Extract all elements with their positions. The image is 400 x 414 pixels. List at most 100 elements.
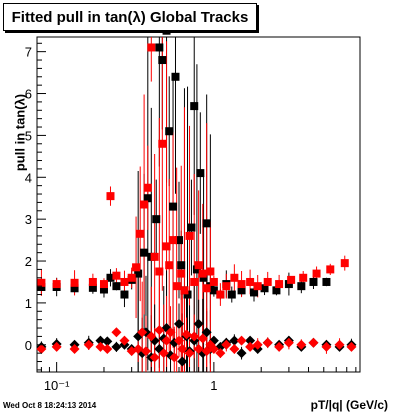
data-point-square (174, 236, 183, 245)
data-point-square (134, 269, 143, 278)
data-point-square (150, 252, 159, 261)
data-point-diamond (83, 339, 94, 350)
data-point-square (206, 267, 215, 276)
axes: 0 1 2 3 4 5 6 7 10⁻¹ 1 (25, 42, 357, 393)
data-point-square (194, 261, 203, 270)
data-point-diamond (236, 348, 247, 359)
data-point-diamond (119, 335, 130, 346)
y-tick-label: 4 (25, 170, 32, 185)
data-point-square (250, 288, 259, 297)
data-point-diamond (193, 343, 204, 354)
data-point-square (322, 277, 331, 286)
data-point-square (140, 248, 149, 257)
data-point-square (230, 273, 239, 282)
data-point-square (88, 277, 97, 286)
data-point-diamond (184, 348, 195, 359)
data-point-diamond (149, 352, 160, 363)
data-point-diamond (236, 335, 247, 346)
data-point-square (143, 194, 152, 203)
data-point-square (155, 43, 164, 52)
data-point-diamond (95, 335, 106, 346)
data-point-diamond (137, 327, 148, 338)
data-point-square (237, 286, 246, 295)
data-point-square (165, 127, 174, 136)
data-point-square (209, 277, 218, 286)
data-point-square (158, 139, 167, 148)
data-point-square (199, 273, 208, 282)
data-point-square (312, 269, 321, 278)
data-point-diamond (193, 318, 204, 329)
data-point-square (246, 277, 255, 286)
y-tick-label: 5 (25, 128, 32, 143)
data-point-diamond (181, 329, 192, 340)
data-point-square (152, 215, 161, 224)
data-point-diamond (177, 356, 188, 367)
chart-title: Fitted pull in tan(λ) Global Tracks (11, 9, 249, 26)
data-point-diamond (296, 339, 307, 350)
data-point-square (37, 278, 46, 287)
data-point-diamond (146, 331, 157, 342)
data-point-diamond (169, 352, 180, 363)
data-point-square (158, 56, 167, 65)
data-point-diamond (321, 341, 332, 352)
data-point-square (263, 277, 272, 286)
data-point-square (106, 192, 115, 201)
data-point-square (120, 290, 129, 299)
data-point-diamond (208, 343, 219, 354)
data-point-square (183, 290, 192, 299)
data-point-square (222, 282, 231, 291)
data-point-diamond (308, 337, 319, 348)
data-point-square (165, 261, 174, 270)
data-point-square (140, 200, 149, 209)
data-point-square (132, 263, 141, 272)
data-point-square (309, 277, 318, 286)
data-point-square (190, 102, 199, 111)
data-point-square (143, 183, 152, 192)
data-point-diamond (154, 325, 165, 336)
data-point-square (88, 283, 97, 292)
data-point-diamond (102, 343, 113, 354)
data-point-square (171, 72, 180, 81)
data-point-diamond (334, 339, 345, 350)
data-point-diamond (111, 327, 122, 338)
data-point-diamond (173, 335, 184, 346)
data-point-square (70, 278, 79, 287)
data-point-square (112, 282, 121, 291)
data-point-square (299, 273, 308, 282)
data-point-diamond (189, 331, 200, 342)
data-point-square (106, 273, 115, 282)
data-point-diamond (245, 341, 256, 352)
data-point-diamond (229, 343, 240, 354)
data-point-diamond (252, 339, 263, 350)
data-point-diamond (133, 343, 144, 354)
data-point-square (216, 290, 225, 299)
data-point-diamond (262, 337, 273, 348)
data-point-square (326, 265, 335, 274)
data-point-square (169, 236, 178, 245)
data-markers (36, 26, 357, 367)
data-point-square (147, 43, 156, 52)
data-point-square (187, 223, 196, 232)
data-point-diamond (215, 348, 226, 359)
data-point-diamond (173, 318, 184, 329)
title-box: Fitted pull in tan(λ) Global Tracks (3, 3, 257, 31)
data-point-square (287, 275, 296, 284)
data-point-square (127, 273, 136, 282)
data-point-square (37, 282, 46, 291)
y-tick-label: 3 (25, 212, 32, 227)
data-point-square (162, 242, 171, 251)
data-point-square (272, 286, 281, 295)
data-point-square (177, 269, 186, 278)
data-point-diamond (177, 343, 188, 354)
data-point-diamond (69, 343, 80, 354)
data-point-square (237, 280, 246, 289)
data-point-square (99, 280, 108, 289)
data-point-diamond (158, 348, 169, 359)
data-point-diamond (221, 339, 232, 350)
data-point-square (172, 282, 181, 291)
data-point-square (177, 261, 186, 270)
data-point-square (120, 277, 129, 286)
data-point-diamond (51, 341, 62, 352)
data-point-diamond (102, 336, 113, 347)
